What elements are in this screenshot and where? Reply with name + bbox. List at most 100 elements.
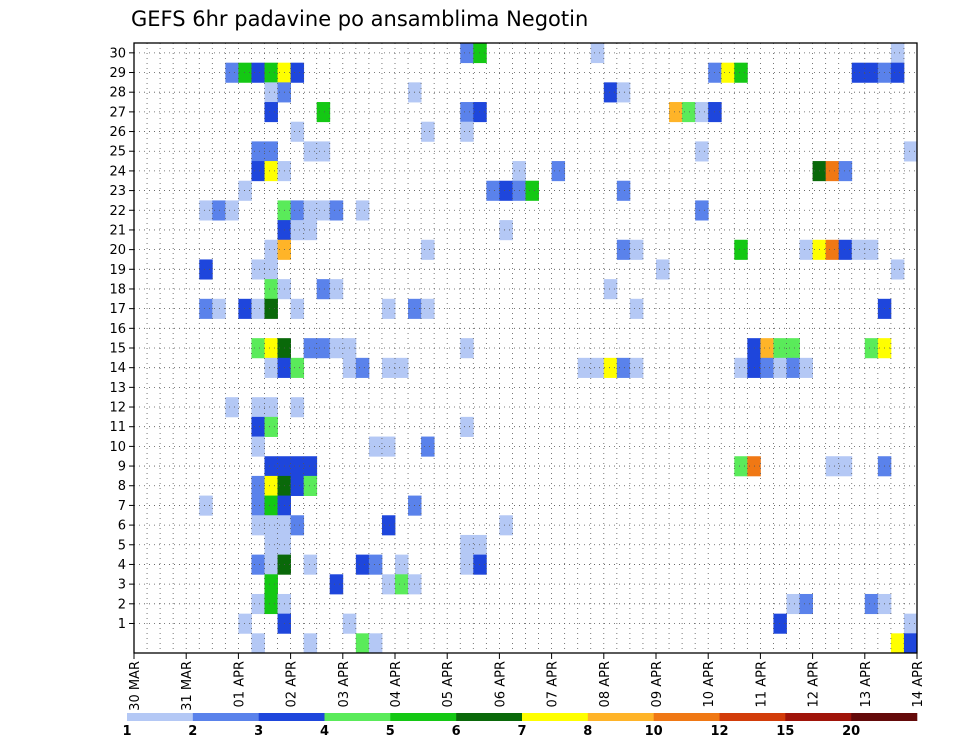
precip-cell [460, 416, 474, 437]
precip-cell [381, 298, 396, 319]
y-tick-label: 3 [118, 578, 126, 593]
dotted-grid [134, 43, 917, 653]
precip-cell [199, 200, 213, 221]
precip-cell [864, 338, 879, 359]
colorbar-tick-label: 1 [122, 724, 131, 739]
precip-cell [864, 593, 879, 615]
precip-cell [421, 239, 435, 260]
precip-cell [264, 102, 278, 123]
precip-cell [695, 200, 709, 221]
precip-cell [799, 357, 813, 378]
precip-cell [264, 239, 278, 260]
precip-cell [264, 554, 278, 575]
y-tick-label: 24 [109, 164, 126, 179]
precip-cell [682, 102, 696, 123]
precip-cell [199, 298, 213, 319]
colorbar-tick-label: 10 [645, 724, 663, 739]
precip-cell [238, 298, 252, 319]
x-tick-label: 30 MAR [128, 661, 143, 711]
precip-cell [590, 43, 605, 64]
precip-cell [616, 239, 631, 260]
precip-cell [251, 593, 265, 615]
precip-cell [656, 259, 670, 280]
precip-cell [721, 62, 735, 83]
precip-cell [264, 475, 278, 496]
precip-cell [669, 102, 683, 123]
precip-cell [329, 574, 344, 595]
colorbar-swatch [522, 713, 589, 721]
precip-cell [890, 62, 905, 83]
y-tick-label: 16 [109, 322, 126, 337]
precip-cell [460, 534, 487, 556]
colorbar-swatch [456, 713, 523, 721]
precip-cell [825, 239, 840, 260]
y-tick-label: 28 [109, 86, 126, 101]
y-tick-label: 23 [109, 184, 126, 199]
precip-cell [786, 357, 800, 378]
precip-cell [890, 43, 905, 64]
precip-cell [264, 534, 291, 556]
y-tick-label: 4 [118, 558, 126, 573]
precip-cell [525, 180, 539, 201]
y-tick-label: 30 [109, 46, 126, 61]
precip-cell [603, 82, 618, 103]
precip-cell [473, 554, 487, 575]
precip-cell [251, 475, 265, 496]
precip-cell [251, 495, 265, 516]
precip-cell [264, 279, 278, 300]
precip-cell [264, 338, 278, 359]
precip-cell [903, 141, 918, 162]
y-tick-label: 25 [109, 145, 126, 160]
precip-cell [603, 357, 618, 378]
x-tick-label: 02 APR [285, 661, 300, 707]
precip-cell [264, 574, 278, 595]
y-tick-label: 21 [109, 223, 126, 238]
precip-cell [251, 338, 265, 359]
precip-cell [773, 613, 787, 634]
chart-title: GEFS 6hr padavine po ansamblima Negotin [131, 7, 588, 31]
precip-cell [290, 220, 318, 241]
precip-cell [903, 613, 918, 634]
precip-cell [629, 357, 644, 378]
precip-cell [303, 141, 331, 162]
colorbar-tick-label: 12 [710, 724, 728, 739]
precip-cell [251, 416, 265, 437]
y-tick-label: 5 [118, 538, 126, 553]
x-tick-label: 05 APR [441, 661, 456, 707]
precip-cell [381, 515, 396, 536]
precip-cell [264, 298, 278, 319]
y-tick-label: 22 [109, 204, 126, 219]
precip-cell [825, 456, 853, 477]
colorbar-swatch [851, 713, 918, 721]
precip-cell [616, 82, 631, 103]
precip-cell [251, 515, 291, 536]
x-tick-label: 03 APR [337, 661, 352, 707]
colorbar-tick-label: 3 [254, 724, 263, 739]
precip-cell [251, 436, 265, 457]
precip-cell [734, 239, 748, 260]
precip-cell [395, 574, 409, 595]
precip-cell [460, 121, 474, 142]
y-tick-label: 26 [109, 125, 126, 140]
precip-cell [460, 338, 474, 359]
precip-cell [199, 495, 213, 516]
colorbar-swatch [390, 713, 457, 721]
x-tick-label: 06 APR [493, 661, 508, 707]
precip-cell [264, 62, 278, 83]
y-tick-label: 17 [109, 302, 126, 317]
colorbar-tick-label: 2 [188, 724, 197, 739]
y-tick-label: 13 [109, 381, 126, 396]
precip-cell [734, 62, 748, 83]
y-tick-label: 20 [109, 243, 126, 258]
precip-cell [355, 633, 370, 654]
precip-cell [486, 180, 500, 201]
x-tick-label: 13 APR [859, 661, 874, 707]
precip-cell [499, 515, 513, 536]
y-tick-label: 8 [118, 479, 126, 494]
colorbar-swatch [258, 713, 325, 721]
precip-cell [499, 220, 513, 241]
colorbar-tick-label: 8 [583, 724, 592, 739]
precip-cell [695, 102, 709, 123]
precip-cell [264, 416, 278, 437]
